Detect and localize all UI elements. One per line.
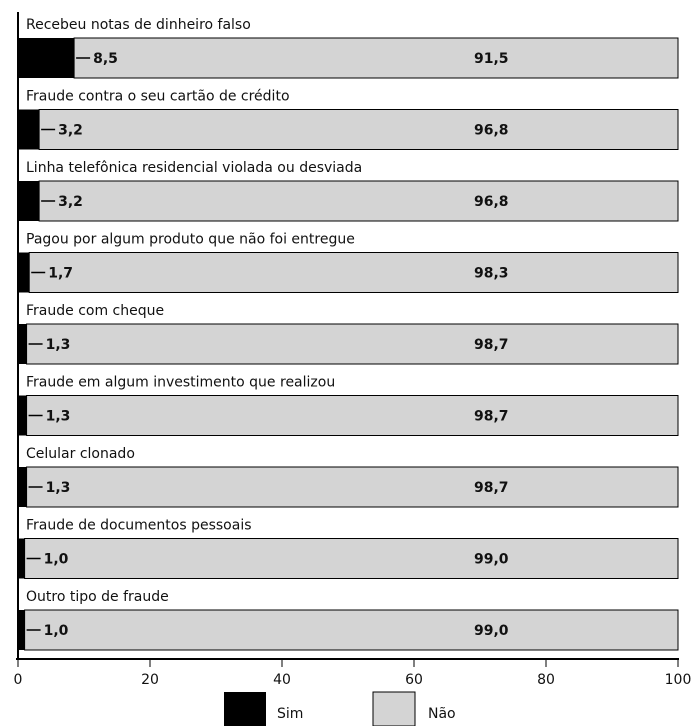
nao-value-label: 98,7 <box>474 337 509 353</box>
x-tick-label: 40 <box>273 672 291 688</box>
category-label: Fraude de documentos pessoais <box>26 518 252 534</box>
bar-sim <box>18 109 40 150</box>
bar-sim <box>18 38 75 78</box>
bar-nao <box>26 395 679 436</box>
legend-swatch-sim <box>224 692 266 726</box>
bar-sim <box>18 610 25 650</box>
bar-sim <box>18 538 25 579</box>
category-label: Celular clonado <box>26 446 135 462</box>
category-label: Fraude com cheque <box>26 303 164 319</box>
bar-nao <box>24 538 679 579</box>
bar-nao <box>38 109 679 150</box>
category-label: Outro tipo de fraude <box>26 589 169 605</box>
bar-row: Outro tipo de fraude 1,0 99,0 <box>18 589 679 651</box>
sim-value-label: 8,5 <box>93 51 118 67</box>
bar-row: Fraude contra o seu cartão de crédito 3,2… <box>18 89 679 150</box>
nao-value-label: 99,0 <box>474 552 509 568</box>
bar-sim <box>18 395 27 436</box>
legend-label-nao: Não <box>428 706 456 722</box>
legend: Sim Não <box>224 691 456 726</box>
bar-sim <box>18 181 40 221</box>
bar-sim <box>18 252 30 293</box>
x-tick-label: 20 <box>141 672 159 688</box>
category-label: Linha telefônica residencial violada ou … <box>26 160 362 176</box>
legend-label-sim: Sim <box>277 706 303 722</box>
x-axis: 0 20 40 60 80 100 <box>14 12 692 688</box>
nao-value-label: 98,7 <box>474 409 509 425</box>
nao-value-label: 96,8 <box>474 194 509 210</box>
nao-value-label: 98,3 <box>474 266 509 282</box>
bar-sim <box>18 324 27 364</box>
bar-nao <box>28 252 679 293</box>
legend-swatch-nao <box>372 691 416 726</box>
bar-row: Linha telefônica residencial violada ou … <box>18 160 679 222</box>
bar-nao <box>26 323 679 365</box>
nao-value-label: 91,5 <box>474 51 509 67</box>
category-label: Fraude contra o seu cartão de crédito <box>26 89 290 105</box>
sim-value-label: 1,0 <box>44 552 69 568</box>
category-label: Fraude em algum investimento que realizo… <box>26 375 335 391</box>
sim-value-label: 1,3 <box>46 337 71 353</box>
nao-value-label: 99,0 <box>474 623 509 639</box>
bar-row: Fraude com cheque 1,3 98,7 <box>18 303 679 365</box>
x-tick-label: 0 <box>14 672 23 688</box>
sim-value-label: 1,0 <box>44 623 69 639</box>
bar-row: Pagou por algum produto que não foi entr… <box>18 232 679 293</box>
sim-value-label: 1,7 <box>48 266 73 282</box>
bar-sim <box>18 467 27 507</box>
sim-value-label: 3,2 <box>58 123 83 139</box>
x-tick-label: 80 <box>537 672 555 688</box>
bar-nao <box>38 180 679 222</box>
bar-row: Recebeu notas de dinheiro falso 8,5 91,5 <box>18 17 679 79</box>
category-label: Pagou por algum produto que não foi entr… <box>26 232 355 248</box>
bar-row: Fraude em algum investimento que realizo… <box>18 375 679 436</box>
nao-value-label: 96,8 <box>474 123 509 139</box>
x-tick-label: 60 <box>405 672 423 688</box>
nao-value-label: 98,7 <box>474 480 509 496</box>
chart-rows: Recebeu notas de dinheiro falso 8,5 91,5 Fr… <box>18 17 679 651</box>
bar-row: Celular clonado 1,3 98,7 <box>18 446 679 508</box>
sim-value-label: 1,3 <box>46 480 71 496</box>
sim-value-label: 3,2 <box>58 194 83 210</box>
bar-nao <box>24 609 679 651</box>
bar-nao <box>26 466 679 508</box>
bar-nao <box>73 37 679 79</box>
x-tick-label: 100 <box>665 672 692 688</box>
category-label: Recebeu notas de dinheiro falso <box>26 17 251 33</box>
sim-value-label: 1,3 <box>46 409 71 425</box>
bar-row: Fraude de documentos pessoais 1,0 99,0 <box>18 518 679 579</box>
